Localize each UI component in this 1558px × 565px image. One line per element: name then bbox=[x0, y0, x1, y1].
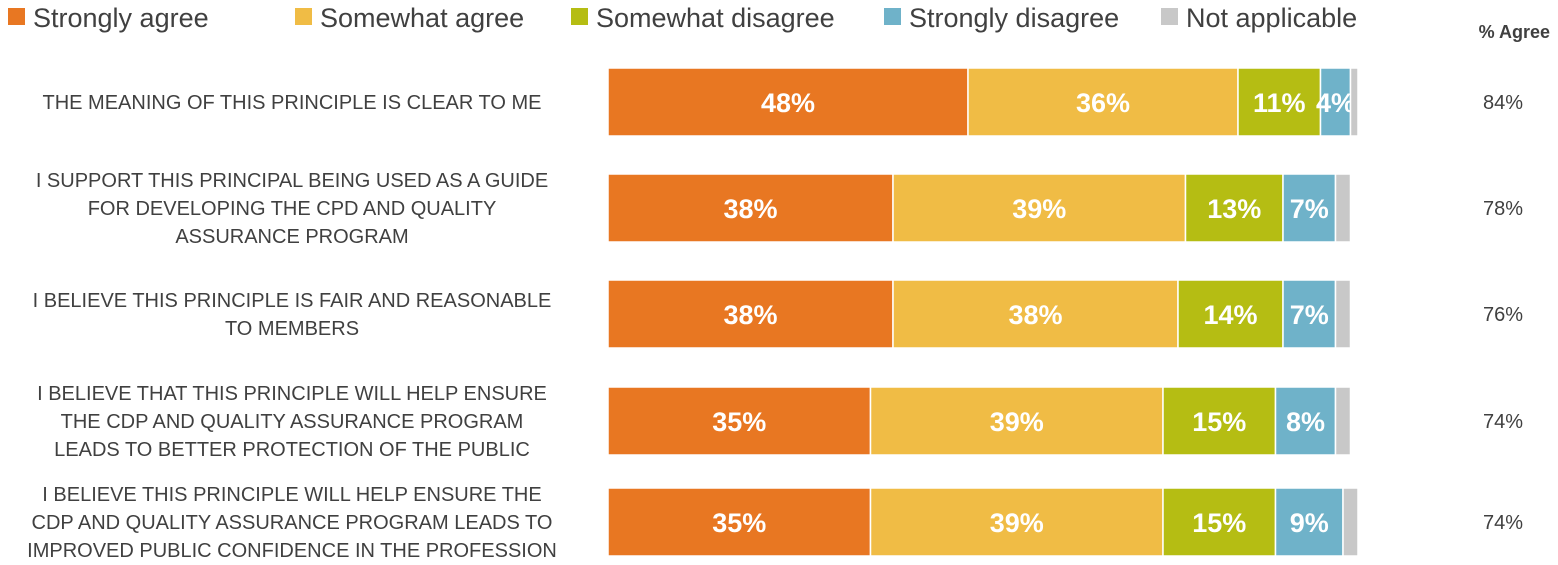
data-label: 4% bbox=[1316, 88, 1355, 118]
agree-total: 84% bbox=[1483, 92, 1523, 114]
chart-rows: THE MEANING OF THIS PRINCIPLE IS CLEAR T… bbox=[27, 67, 1523, 562]
chart-row: I BELIEVE THIS PRINCIPLE WILL HELP ENSUR… bbox=[27, 484, 1523, 562]
legend: Strongly agree Somewhat agree Somewhat dis… bbox=[8, 3, 1357, 33]
category-label: LEADS TO BETTER PROTECTION OF THE PUBLIC bbox=[54, 439, 530, 461]
agree-column-header: % Agree bbox=[1479, 22, 1550, 42]
data-label: 7% bbox=[1290, 300, 1329, 330]
agree-total: 74% bbox=[1483, 512, 1523, 534]
bar-segment bbox=[607, 487, 872, 557]
bar-segment bbox=[1237, 67, 1322, 137]
data-label: 15% bbox=[1192, 508, 1246, 538]
data-label: 14% bbox=[1203, 300, 1257, 330]
chart-row: THE MEANING OF THIS PRINCIPLE IS CLEAR T… bbox=[43, 67, 1523, 137]
data-label: 38% bbox=[723, 300, 777, 330]
data-label: 48% bbox=[761, 88, 815, 118]
category-label: CDP AND QUALITY ASSURANCE PROGRAM LEADS … bbox=[32, 512, 553, 534]
chart-row: I SUPPORT THIS PRINCIPAL BEING USED AS A… bbox=[36, 170, 1523, 248]
data-label: 38% bbox=[723, 194, 777, 224]
category-label: FOR DEVELOPING THE CPD AND QUALITY bbox=[88, 198, 497, 220]
legend-label: Strongly disagree bbox=[909, 3, 1119, 33]
legend-swatch bbox=[884, 8, 901, 25]
legend-swatch bbox=[295, 8, 312, 25]
agree-total: 78% bbox=[1483, 198, 1523, 220]
bar-segment bbox=[1274, 487, 1344, 557]
data-label: 8% bbox=[1286, 407, 1325, 437]
bar-segment bbox=[1162, 487, 1277, 557]
bar-segment bbox=[607, 386, 872, 456]
category-label: I BELIEVE THIS PRINCIPLE IS FAIR AND REA… bbox=[33, 290, 552, 312]
bar-segment bbox=[1274, 386, 1337, 456]
bar-segment bbox=[869, 386, 1164, 456]
data-label: 7% bbox=[1290, 194, 1329, 224]
category-label: ASSURANCE PROGRAM bbox=[175, 226, 408, 248]
bar-segment bbox=[1334, 173, 1352, 243]
legend-swatch bbox=[1161, 8, 1178, 25]
chart-row: I BELIEVE THIS PRINCIPLE IS FAIR AND REA… bbox=[33, 279, 1523, 349]
data-label: 9% bbox=[1290, 508, 1329, 538]
data-label: 35% bbox=[712, 508, 766, 538]
bar-segment bbox=[1334, 386, 1352, 456]
data-label: 11% bbox=[1253, 88, 1306, 118]
data-label: 39% bbox=[1012, 194, 1066, 224]
bar-segment bbox=[1334, 279, 1352, 349]
bar-segment bbox=[1282, 173, 1337, 243]
bar-segment bbox=[1349, 67, 1359, 137]
agree-total: 74% bbox=[1483, 411, 1523, 433]
data-label: 36% bbox=[1076, 88, 1130, 118]
bar-segment bbox=[892, 173, 1187, 243]
legend-swatch bbox=[571, 8, 588, 25]
bar-segment bbox=[1282, 279, 1337, 349]
category-label: THE CDP AND QUALITY ASSURANCE PROGRAM bbox=[61, 411, 524, 433]
legend-label: Somewhat agree bbox=[320, 3, 524, 33]
legend-label: Strongly agree bbox=[33, 3, 209, 33]
data-label: 13% bbox=[1207, 194, 1261, 224]
data-label: 15% bbox=[1192, 407, 1246, 437]
legend-label: Somewhat disagree bbox=[596, 3, 835, 33]
category-label: I BELIEVE THAT THIS PRINCIPLE WILL HELP … bbox=[37, 383, 547, 405]
chart-row: I BELIEVE THAT THIS PRINCIPLE WILL HELP … bbox=[37, 383, 1523, 461]
bar-segment bbox=[607, 173, 894, 243]
agree-total: 76% bbox=[1483, 304, 1523, 326]
legend-label: Not applicable bbox=[1186, 3, 1357, 33]
data-label: 38% bbox=[1008, 300, 1062, 330]
bar-segment bbox=[1184, 173, 1284, 243]
data-label: 39% bbox=[990, 508, 1044, 538]
category-label: IMPROVED PUBLIC CONFIDENCE IN THE PROFES… bbox=[27, 540, 557, 562]
data-label: 39% bbox=[990, 407, 1044, 437]
data-label: 35% bbox=[712, 407, 766, 437]
bar-segment bbox=[1342, 487, 1359, 557]
legend-swatch bbox=[8, 8, 25, 25]
category-label: TO MEMBERS bbox=[225, 318, 359, 340]
bar-segment bbox=[869, 487, 1164, 557]
category-label: I BELIEVE THIS PRINCIPLE WILL HELP ENSUR… bbox=[42, 484, 541, 506]
bar-segment bbox=[607, 67, 969, 137]
bar-segment bbox=[967, 67, 1239, 137]
category-label: THE MEANING OF THIS PRINCIPLE IS CLEAR T… bbox=[43, 92, 542, 114]
category-label: I SUPPORT THIS PRINCIPAL BEING USED AS A… bbox=[36, 170, 548, 192]
bar-segment bbox=[892, 279, 1179, 349]
bar-segment bbox=[607, 279, 894, 349]
